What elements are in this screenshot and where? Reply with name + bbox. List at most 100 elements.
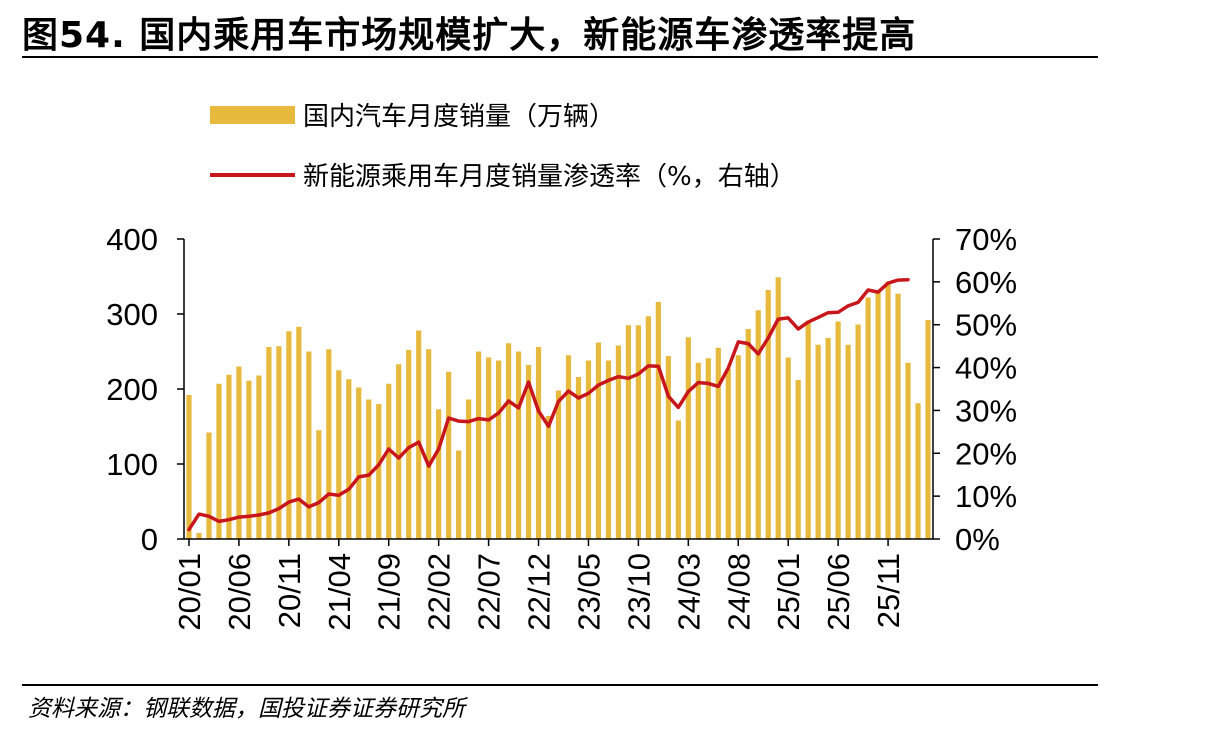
bar-20/01 (186, 395, 192, 539)
bar-22/12 (535, 347, 542, 539)
y-left-tick-label: 200 (106, 372, 158, 407)
x-tick-label: 23/10 (621, 553, 656, 631)
x-tick-label: 20/11 (272, 553, 307, 628)
bar-24/05 (705, 358, 711, 539)
title-rule (22, 56, 1098, 58)
bar-20/11 (286, 331, 292, 539)
bar-26/03 (925, 320, 931, 539)
y-right-tick-label: 50% (955, 308, 1017, 343)
y-right-tick-label: 70% (955, 222, 1017, 257)
bar-22/11 (525, 365, 532, 539)
bar-26/02 (915, 403, 921, 539)
bar-21/01 (306, 351, 312, 539)
bar-20/05 (226, 374, 232, 539)
bar-22/04 (456, 450, 462, 539)
legend-line-label: 新能源乘用车月度销量渗透率（%，右轴） (303, 162, 796, 192)
source-note: 资料来源：钢联数据，国投证券证券研究所 (28, 696, 465, 722)
source-rule (22, 684, 1098, 686)
y-right-tick-label: 20% (955, 436, 1017, 471)
bar-24/04 (695, 362, 701, 539)
bar-25/12 (895, 293, 901, 539)
bar-23/05 (585, 360, 592, 539)
bar-20/07 (246, 380, 252, 539)
legend-item-bar: 国内汽车月度销量（万辆） (210, 96, 615, 133)
bar-24/07 (725, 368, 731, 539)
legend-line-swatch (210, 172, 295, 177)
y-right-tick-label: 0% (955, 522, 1000, 557)
bar-25/10 (875, 290, 881, 539)
bar-25/04 (815, 344, 821, 539)
bar-21/03 (326, 349, 332, 539)
bar-23/01 (545, 416, 552, 539)
bar-22/01 (426, 349, 432, 539)
bar-22/10 (515, 351, 522, 539)
bar-21/07 (366, 399, 372, 539)
bar-23/03 (565, 355, 572, 539)
y-right-tick-label: 40% (955, 351, 1017, 386)
x-tick-label: 22/07 (472, 553, 507, 631)
figure-title: 图54. 国内乘用车市场规模扩大，新能源车渗透率提高 (22, 15, 917, 56)
bar-24/08 (735, 355, 741, 539)
bar-23/10 (635, 325, 641, 539)
bar-20/02 (196, 533, 202, 539)
axes: 0 100 200 300 400 0% 10% 20% 30% 40% 50% 60% 70% 20/0… (106, 222, 1017, 631)
bar-20/08 (256, 375, 262, 539)
bar-23/09 (625, 325, 632, 539)
bar-25/01 (785, 357, 791, 539)
y-right-tick-label: 10% (955, 479, 1017, 514)
legend-bar-label: 国内汽车月度销量（万辆） (303, 102, 616, 132)
bar-25/02 (795, 380, 801, 539)
bar-21/02 (316, 430, 322, 539)
penetration-line (187, 277, 910, 532)
x-tick-label: 25/06 (821, 553, 856, 631)
bar-23/11 (645, 316, 651, 539)
bar-25/03 (805, 320, 811, 539)
bar-21/06 (356, 387, 362, 539)
bar-20/10 (276, 346, 282, 539)
bar-24/10 (755, 310, 761, 539)
bar-22/06 (476, 351, 482, 539)
legend-bar-swatch (210, 105, 295, 124)
bar-25/08 (855, 324, 861, 539)
bar-24/12 (775, 277, 781, 539)
x-tick-label: 20/01 (172, 553, 207, 631)
bar-21/11 (406, 350, 412, 539)
y-right-tick-label: 60% (955, 265, 1017, 300)
x-tick-label: 20/06 (222, 553, 257, 631)
x-tick-label: 23/05 (571, 553, 606, 631)
y-left-tick-label: 400 (106, 222, 158, 257)
bar-23/07 (605, 360, 612, 539)
x-tick-label: 22/02 (422, 553, 457, 631)
x-tick-label: 24/03 (671, 553, 706, 631)
bar-22/09 (505, 343, 512, 539)
bar-25/09 (865, 297, 871, 539)
bar-21/09 (386, 383, 392, 539)
x-tick-label: 22/12 (522, 553, 557, 631)
x-tick-label: 25/01 (771, 553, 806, 631)
x-tick-label: 25/11 (871, 553, 906, 628)
bar-23/04 (575, 377, 582, 539)
x-tick-label: 21/09 (372, 553, 407, 631)
bar-24/03 (685, 337, 691, 539)
bar-20/06 (236, 366, 242, 539)
legend-item-line: 新能源乘用车月度销量渗透率（%，右轴） (210, 156, 796, 193)
bar-24/01 (665, 356, 671, 539)
bar-24/09 (745, 329, 751, 539)
bar-23/02 (555, 390, 562, 539)
y-left-tick-label: 100 (106, 447, 158, 482)
bar-21/04 (336, 370, 342, 539)
bar-24/02 (675, 420, 681, 539)
bar-21/10 (396, 364, 402, 539)
bar-20/03 (206, 432, 212, 539)
bar-26/01 (905, 362, 911, 539)
y-right-tick-label: 30% (955, 393, 1017, 428)
bar-22/08 (495, 360, 502, 539)
x-tick-label: 21/04 (322, 553, 357, 631)
bar-22/02 (436, 409, 442, 539)
bar-23/06 (595, 342, 602, 539)
bar-23/12 (655, 302, 661, 539)
bar-21/08 (376, 404, 382, 539)
bar-23/08 (615, 345, 622, 539)
bar-22/07 (485, 357, 492, 539)
